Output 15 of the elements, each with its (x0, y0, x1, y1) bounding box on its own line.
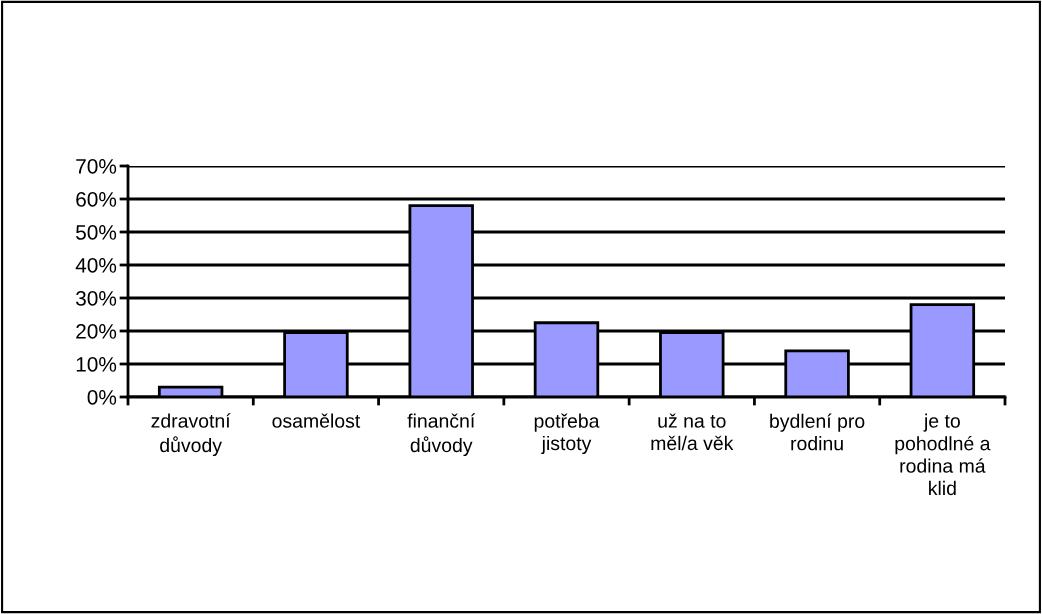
x-tick-label: zdravotní důvody (151, 413, 231, 457)
y-tick-label: 0% (87, 390, 117, 405)
y-tick-label: 30% (75, 291, 117, 306)
y-tick-label: 40% (75, 258, 117, 273)
x-tick-label: finanční důvody (407, 413, 476, 457)
x-tick-label: potřeba jistoty (534, 413, 600, 455)
x-tick-label: bydlení pro rodinu (770, 413, 865, 451)
x-tick-label: osamělost (272, 413, 361, 428)
y-tick-label: 10% (76, 357, 117, 372)
y-tick-label: 60% (76, 192, 117, 207)
x-tick-label: je to pohodlné a rodina má klid (895, 413, 991, 496)
y-tick-label: 50% (76, 225, 117, 240)
y-tick-label: 70% (76, 159, 117, 174)
y-tick-label: 20% (76, 324, 117, 339)
x-tick-label: už na to měl/a věk (651, 413, 734, 451)
